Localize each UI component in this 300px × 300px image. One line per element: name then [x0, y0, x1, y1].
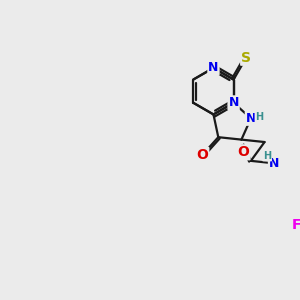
- Text: N: N: [228, 96, 239, 109]
- Text: N: N: [246, 112, 256, 125]
- Text: F: F: [292, 218, 300, 232]
- Text: N: N: [208, 61, 219, 74]
- Text: H: H: [263, 151, 271, 160]
- Text: O: O: [196, 148, 208, 162]
- Text: O: O: [238, 145, 250, 159]
- Text: H: H: [255, 112, 263, 122]
- Text: S: S: [241, 51, 251, 65]
- Text: N: N: [269, 157, 279, 170]
